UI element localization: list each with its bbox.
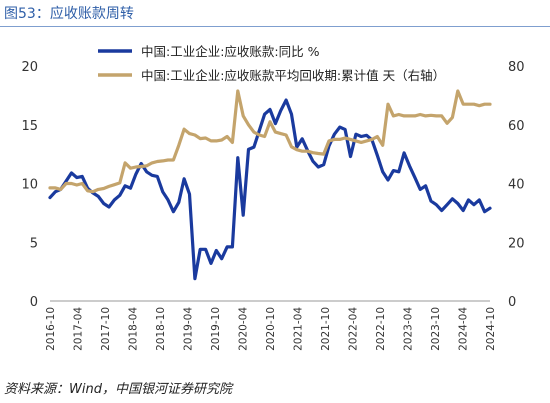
y-left-tick-label: 5	[30, 236, 38, 251]
x-tick-label: 2023-04	[403, 307, 415, 351]
x-tick-label: 2021-04	[293, 307, 305, 351]
x-tick-label: 2023-10	[430, 307, 442, 351]
y-right-tick-label: 80	[508, 60, 525, 75]
axes: 0 5 10 15 20 0 20 40 60 80 2016-10 2017-04 2017-10 20…	[21, 60, 524, 351]
x-tick-label: 2019-10	[210, 307, 222, 351]
x-tick-label: 2022-04	[348, 307, 360, 351]
source-note: 资料来源：Wind，中国银河证券研究院	[4, 382, 232, 397]
chart-title: 图53：应收账款周转	[4, 6, 134, 22]
series-line-receivables-yoy	[48, 98, 492, 281]
line-chart: 0 5 10 15 20 0 20 40 60 80 2016-10 2017-04 2017-10 20…	[21, 44, 524, 351]
x-tick-label: 2019-04	[183, 307, 195, 351]
x-tick-label: 2016-10	[45, 307, 57, 351]
legend: 中国:工业企业:应收账款:同比 % 中国:工业企业:应收账款平均回收期:累计值 天…	[98, 44, 445, 83]
legend-label: 中国:工业企业:应收账款平均回收期:累计值 天（右轴）	[141, 68, 445, 83]
y-left-tick-label: 0	[30, 295, 38, 310]
y-right-tick-label: 60	[508, 119, 525, 134]
y-left-tick-label: 20	[21, 60, 38, 75]
x-tick-label: 2021-10	[320, 307, 332, 351]
x-tick-label: 2020-10	[265, 307, 277, 351]
x-tick-label: 2018-10	[155, 307, 167, 351]
y-left-tick-label: 15	[21, 119, 38, 134]
series-line-collection-period	[48, 89, 492, 194]
title-divider	[0, 26, 550, 27]
y-right-tick-label: 40	[508, 178, 525, 193]
x-tick-label: 2020-04	[238, 307, 250, 351]
y-right-tick-label: 0	[508, 295, 516, 310]
x-tick-label: 2022-10	[375, 307, 387, 351]
y-right-tick-label: 20	[508, 236, 525, 251]
y-left-tick-label: 10	[21, 178, 38, 193]
legend-label: 中国:工业企业:应收账款:同比 %	[141, 44, 320, 59]
x-tick-label: 2018-04	[128, 307, 140, 351]
x-tick-label: 2017-10	[100, 307, 112, 351]
x-tick-label: 2017-04	[73, 307, 85, 351]
x-tick-label: 2024-10	[485, 307, 497, 351]
plot-area	[48, 89, 492, 281]
x-tick-label: 2024-04	[458, 307, 470, 351]
